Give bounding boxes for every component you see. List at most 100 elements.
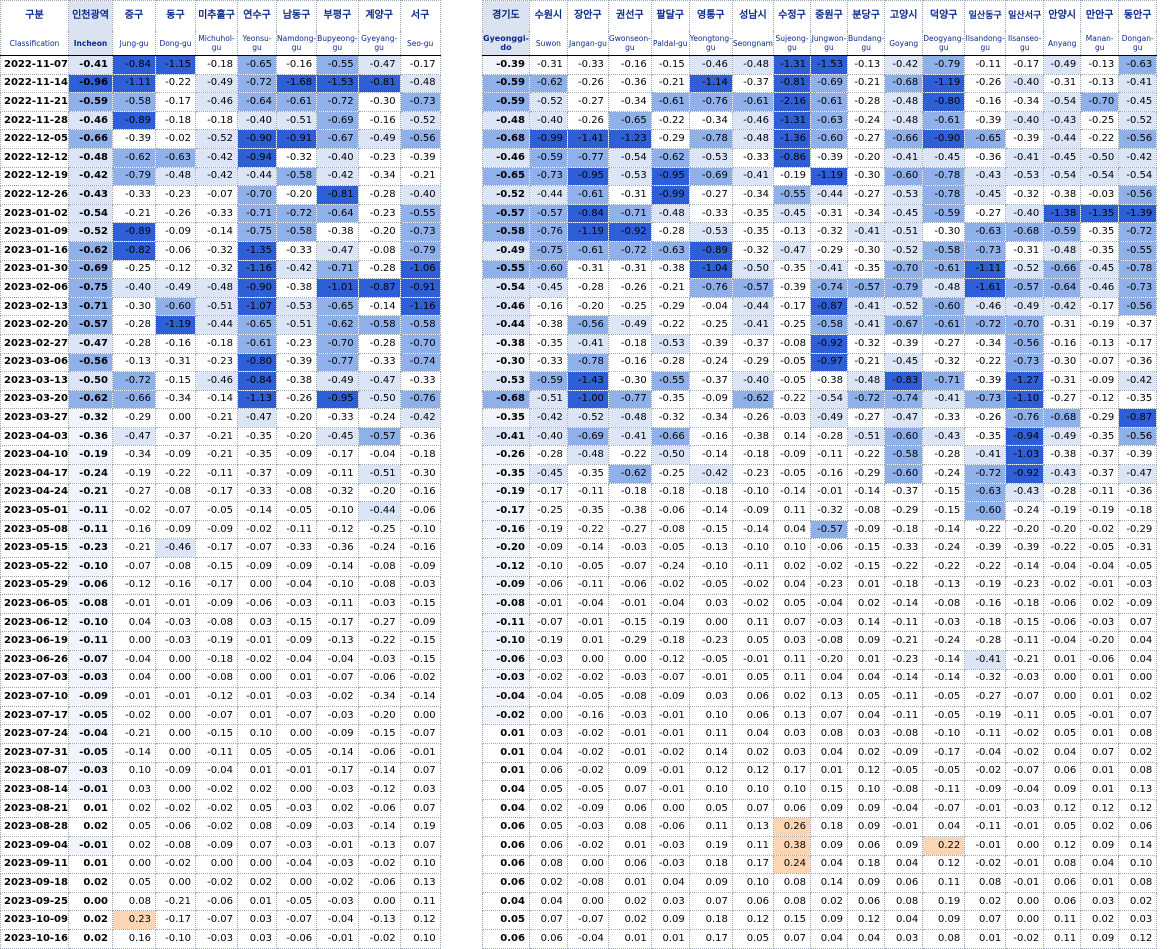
region-value-cell: 0.04 — [482, 891, 530, 912]
value-cell: -0.03 — [607, 705, 652, 726]
value-cell: -0.38 — [731, 426, 774, 447]
value-cell: 0.13 — [772, 705, 811, 726]
value-cell: -0.87 — [1118, 408, 1158, 428]
value-cell: -0.18 — [1005, 594, 1045, 614]
column-header-en: Deogyang-gu — [922, 31, 966, 56]
value-cell: -0.13 — [112, 352, 156, 373]
value-cell: 0.14 — [846, 612, 886, 633]
table-row: 2023-01-02 -0.54 -0.21 -0.26 -0.33 -0.71 -0.72… — [0, 203, 441, 224]
value-cell: -0.73 — [1005, 352, 1045, 373]
value-cell: -0.10 — [688, 557, 733, 577]
value-cell: -0.15 — [607, 612, 652, 633]
region-value-cell: 0.06 — [482, 928, 530, 949]
table-row: 2022-12-19 -0.42 -0.79 -0.48 -0.42 -0.44 -0.58… — [0, 166, 441, 187]
value-cell: -0.18 — [195, 333, 238, 354]
value-cell: -0.09 — [155, 445, 196, 466]
table-row: 2023-07-24 -0.04 -0.21 0.00 -0.15 0.10 0.00 -0.… — [0, 724, 441, 744]
value-cell: -0.18 — [607, 333, 652, 354]
region-value-cell: 0.00 — [68, 891, 113, 912]
value-cell: -0.37 — [1118, 315, 1158, 335]
value-cell: -0.36 — [1118, 482, 1158, 503]
region-value-cell: -0.21 — [68, 482, 113, 503]
value-cell: -0.75 — [528, 240, 568, 261]
value-cell: -0.31 — [607, 185, 652, 205]
value-cell: 0.11 — [772, 650, 811, 670]
value-cell: 0.17 — [772, 761, 811, 782]
value-cell: -0.40 — [399, 185, 441, 205]
value-cell: -0.52 — [528, 92, 568, 112]
value-cell: -0.79 — [399, 240, 441, 261]
date-cell: 2023-01-16 — [0, 240, 69, 261]
value-cell: -0.38 — [275, 278, 318, 298]
value-cell: -0.60 — [809, 129, 848, 149]
value-cell: -0.30 — [1043, 352, 1082, 373]
value-cell: -0.14 — [688, 501, 733, 521]
column-header-en: Incheon — [68, 31, 113, 56]
value-cell: -0.15 — [922, 501, 966, 521]
value-cell: -0.62 — [607, 464, 652, 484]
value-cell: -0.17 — [922, 742, 966, 763]
value-cell: 0.07 — [809, 705, 848, 726]
table-row: 0.05 0.07 -0.07 0.02 0.09 0.18 0.12 0.15 0.09 0.1… — [482, 910, 1158, 930]
region-value-cell: 0.01 — [68, 854, 113, 875]
value-cell: -0.18 — [650, 482, 690, 503]
value-cell: 0.05 — [1043, 817, 1082, 837]
value-cell: 0.05 — [1043, 724, 1082, 744]
value-cell: -0.25 — [607, 296, 652, 317]
value-cell: -0.17 — [316, 612, 359, 633]
value-cell: 0.00 — [155, 668, 196, 689]
date-cell: 2023-04-03 — [0, 426, 69, 447]
value-cell: -0.52 — [566, 408, 609, 428]
value-cell: 0.02 — [731, 742, 774, 763]
value-cell: 0.01 — [1080, 724, 1120, 744]
value-cell: -0.61 — [275, 92, 318, 112]
value-cell: -0.21 — [112, 203, 156, 224]
value-cell: -0.03 — [607, 668, 652, 689]
table-row: 2023-10-16 0.02 0.16 -0.10 -0.03 0.03 -0.06 -0.… — [0, 928, 441, 949]
value-cell: -0.33 — [357, 352, 401, 373]
value-cell: -0.72 — [1118, 222, 1158, 242]
value-cell: -0.01 — [650, 724, 690, 744]
value-cell: 0.04 — [809, 928, 848, 949]
date-cell: 2023-02-20 — [0, 315, 69, 335]
value-cell: -0.39 — [688, 333, 733, 354]
value-cell: -0.35 — [237, 445, 277, 466]
value-cell: -0.42 — [399, 408, 441, 428]
value-cell: 0.04 — [884, 854, 924, 875]
value-cell: -0.51 — [195, 296, 238, 317]
value-cell: -1.41 — [566, 129, 609, 149]
value-cell: -1.19 — [922, 73, 966, 94]
value-cell: -0.40 — [237, 110, 277, 131]
value-cell: -1.36 — [772, 129, 811, 149]
value-cell: -0.33 — [275, 240, 318, 261]
value-cell: 0.04 — [731, 724, 774, 744]
value-cell: -0.72 — [237, 73, 277, 94]
value-cell: -0.20 — [809, 650, 848, 670]
value-cell: -1.23 — [607, 129, 652, 149]
value-cell: -0.55 — [772, 185, 811, 205]
table-row: 2023-04-24 -0.21 -0.27 -0.08 -0.17 -0.33 -0.08… — [0, 482, 441, 503]
value-cell: -0.38 — [316, 222, 359, 242]
region-value-cell: -0.68 — [482, 389, 530, 410]
table-row: -0.59 -0.52 -0.27 -0.34 -0.61 -0.76 -0.61 -2.16… — [482, 92, 1158, 112]
value-cell: -0.29 — [809, 240, 848, 261]
value-cell: -0.73 — [964, 389, 1007, 410]
value-cell: -0.87 — [809, 296, 848, 317]
value-cell: 0.00 — [1043, 668, 1082, 689]
table-row: 2023-07-17 -0.05 -0.02 0.00 -0.07 0.01 -0.07 -0… — [0, 705, 441, 726]
value-cell: 0.10 — [688, 705, 733, 726]
value-cell: -0.21 — [846, 73, 886, 94]
value-cell: -0.37 — [688, 371, 733, 391]
value-cell: -0.35 — [964, 426, 1007, 447]
value-cell: -0.40 — [1005, 203, 1045, 224]
region-value-cell: -0.32 — [68, 408, 113, 428]
value-cell: -0.33 — [731, 147, 774, 168]
value-cell: -0.10 — [316, 575, 359, 596]
value-cell: -0.42 — [1118, 371, 1158, 391]
value-cell: -0.03 — [399, 575, 441, 596]
value-cell: -0.03 — [1005, 668, 1045, 689]
value-cell: -0.78 — [688, 129, 733, 149]
value-cell: 0.10 — [399, 928, 441, 949]
value-cell: -0.49 — [1043, 55, 1082, 75]
value-cell: 0.12 — [846, 910, 886, 930]
